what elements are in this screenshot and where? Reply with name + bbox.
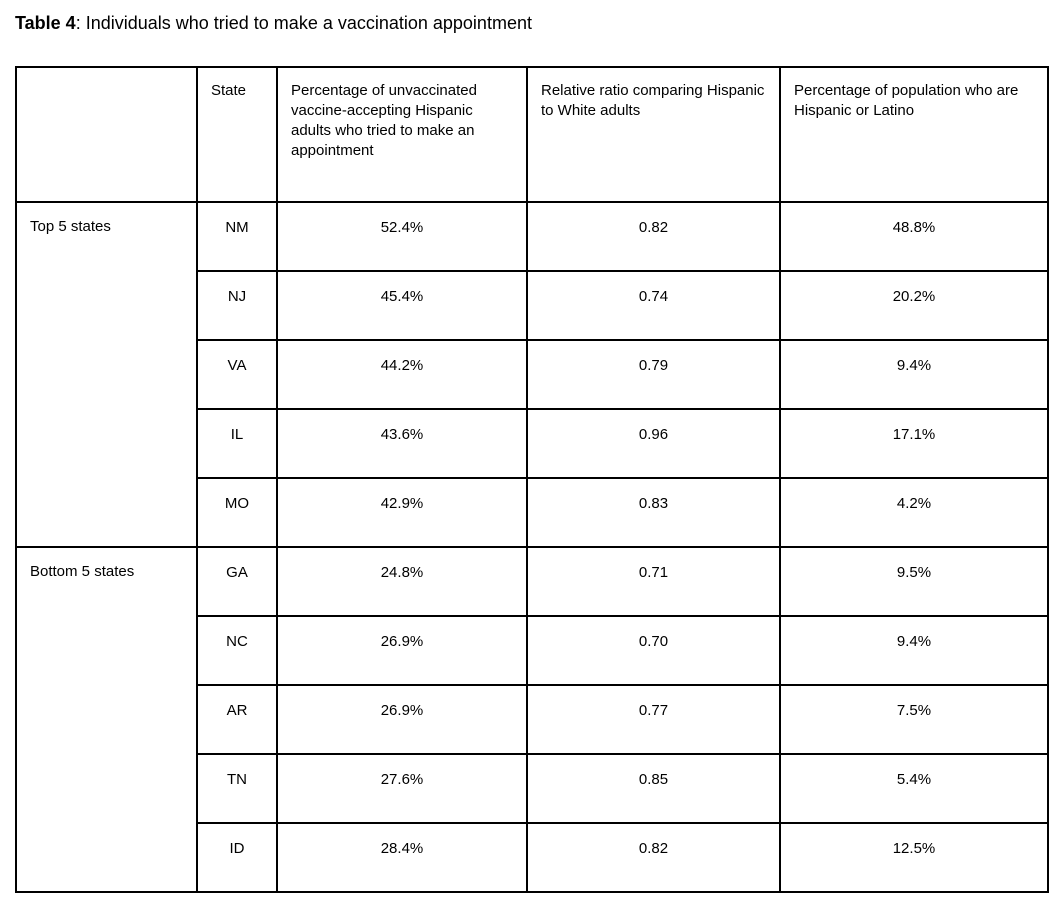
ratio-cell: 0.83 [526, 477, 781, 548]
ratio-cell: 0.96 [526, 408, 781, 479]
state-cell: VA [196, 339, 278, 410]
table-row: Bottom 5 states GA 24.8% 0.71 9.5% [15, 546, 1049, 893]
population-percentage-cell: 17.1% [779, 408, 1049, 479]
population-percentage-cell: 20.2% [779, 270, 1049, 341]
tried-percentage-cell: 28.4% [276, 822, 528, 893]
table-row: IL 43.6% 0.96 17.1% [16, 408, 1049, 479]
state-cell: NJ [196, 270, 278, 341]
population-percentage-cell: 9.4% [779, 339, 1049, 410]
state-cell: IL [196, 408, 278, 479]
state-cell: MO [196, 477, 278, 548]
group-cell-top5: Top 5 states [15, 201, 198, 548]
tried-percentage-cell: 26.9% [276, 615, 528, 686]
table-row: Top 5 states NM 52.4% 0.82 48.8% [15, 201, 1049, 548]
population-percentage-cell: 7.5% [779, 684, 1049, 755]
state-cell: ID [196, 822, 278, 893]
state-cell: NM [196, 201, 278, 272]
population-percentage-cell: 4.2% [779, 477, 1049, 548]
ratio-cell: 0.74 [526, 270, 781, 341]
table-row: ID 28.4% 0.82 12.5% [16, 822, 1049, 893]
tried-percentage-cell: 44.2% [276, 339, 528, 410]
ratio-cell: 0.71 [526, 546, 781, 617]
population-percentage-cell: 5.4% [779, 753, 1049, 824]
tried-percentage-cell: 42.9% [276, 477, 528, 548]
tried-percentage-cell: 27.6% [276, 753, 528, 824]
state-cell: AR [196, 684, 278, 755]
table-row: NC 26.9% 0.70 9.4% [16, 615, 1049, 686]
table-row: AR 26.9% 0.77 7.5% [16, 684, 1049, 755]
vaccination-appointment-table: State Percentage of unvaccinated vaccine… [15, 66, 1049, 893]
table-caption: Table 4: Individuals who tried to make a… [15, 12, 532, 34]
group-cell-bottom5: Bottom 5 states [15, 546, 198, 893]
state-cell: TN [196, 753, 278, 824]
tried-percentage-cell: 26.9% [276, 684, 528, 755]
header-empty [15, 66, 198, 203]
population-percentage-cell: 9.5% [779, 546, 1049, 617]
ratio-cell: 0.70 [526, 615, 781, 686]
table-row: VA 44.2% 0.79 9.4% [16, 339, 1049, 410]
ratio-cell: 0.82 [526, 201, 781, 272]
header-row: State Percentage of unvaccinated vaccine… [15, 66, 1049, 203]
state-cell: GA [196, 546, 278, 617]
population-percentage-cell: 12.5% [779, 822, 1049, 893]
header-state: State [196, 66, 278, 203]
state-cell: NC [196, 615, 278, 686]
table-row: TN 27.6% 0.85 5.4% [16, 753, 1049, 824]
table-row: MO 42.9% 0.83 4.2% [16, 477, 1049, 548]
ratio-cell: 0.82 [526, 822, 781, 893]
header-tried-percentage: Percentage of unvaccinated vaccine-accep… [276, 66, 528, 203]
ratio-cell: 0.77 [526, 684, 781, 755]
table-row: NJ 45.4% 0.74 20.2% [16, 270, 1049, 341]
tried-percentage-cell: 45.4% [276, 270, 528, 341]
header-relative-ratio: Relative ratio comparing Hispanic to Whi… [526, 66, 781, 203]
tried-percentage-cell: 52.4% [276, 201, 528, 272]
ratio-cell: 0.85 [526, 753, 781, 824]
population-percentage-cell: 48.8% [779, 201, 1049, 272]
population-percentage-cell: 9.4% [779, 615, 1049, 686]
ratio-cell: 0.79 [526, 339, 781, 410]
tried-percentage-cell: 24.8% [276, 546, 528, 617]
table-caption-text: : Individuals who tried to make a vaccin… [75, 13, 532, 33]
header-population-percentage: Percentage of population who are Hispani… [779, 66, 1049, 203]
tried-percentage-cell: 43.6% [276, 408, 528, 479]
table-caption-label: Table 4 [15, 13, 76, 33]
